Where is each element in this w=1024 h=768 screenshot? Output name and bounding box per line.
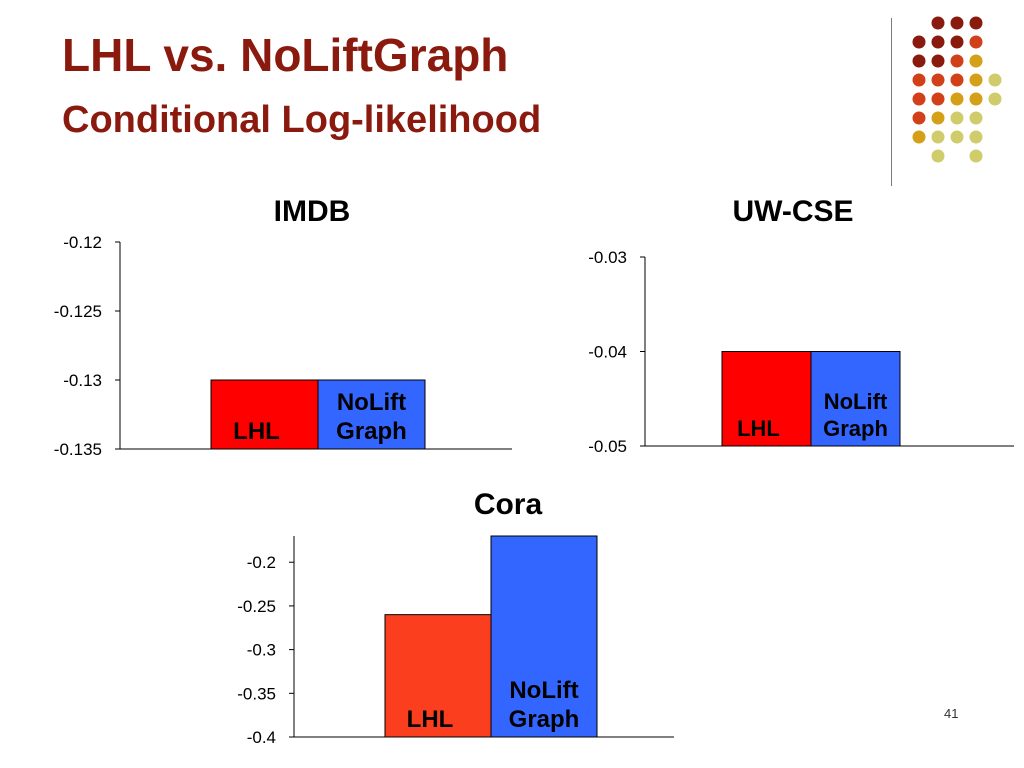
decor-dot: [988, 92, 1002, 106]
decor-divider: [891, 18, 892, 186]
decor-dot: [950, 35, 964, 49]
page-number: 41: [944, 706, 959, 721]
cora-bar-noliftgraph: [490, 535, 598, 738]
decor-dot: [950, 54, 964, 68]
decor-dot: [969, 35, 983, 49]
decor-dot: [969, 16, 983, 30]
decor-dot: [931, 16, 945, 30]
uwcse-y-tick-label: -0.03: [588, 248, 627, 267]
uwcse-bar-lhl: [721, 351, 812, 447]
cora-bar-label-noliftgraph: Graph: [509, 706, 580, 733]
cora-y-tick-label: -0.4: [247, 728, 276, 747]
cora-y-tick-label: -0.25: [237, 597, 276, 616]
cora-bar-label-lhl: LHL: [407, 706, 454, 733]
uwcse-y-tick-label: -0.04: [588, 343, 627, 362]
decor-dot: [931, 35, 945, 49]
slide-title: LHL vs. NoLiftGraph: [62, 29, 509, 81]
decor-dot: [950, 130, 964, 144]
slide-subtitle: Conditional Log-likelihood: [62, 99, 542, 141]
decor-dot: [969, 54, 983, 68]
decor-dot: [912, 73, 926, 87]
uwcse-bar-noliftgraph: [810, 351, 901, 447]
cora-y-tick-label: -0.35: [237, 684, 276, 703]
uwcse-bar-label-lhl: LHL: [737, 416, 780, 441]
imdb-y-tick-label: -0.12: [63, 233, 102, 252]
imdb-bar-noliftgraph: [317, 379, 426, 450]
decor-dot: [931, 92, 945, 106]
decor-dot: [950, 92, 964, 106]
decor-dot: [912, 111, 926, 125]
imdb-chart-title: IMDB: [274, 195, 351, 228]
decor-dot: [912, 92, 926, 106]
imdb-y-tick-label: -0.135: [54, 440, 102, 459]
decor-dot: [931, 73, 945, 87]
imdb-bar-label-noliftgraph: NoLift: [337, 389, 406, 416]
decor-dot: [969, 149, 983, 163]
uwcse-y-tick-label: -0.05: [588, 437, 627, 456]
decor-dot: [950, 16, 964, 30]
decor-dot: [931, 54, 945, 68]
decor-dot: [969, 92, 983, 106]
cora-chart-title: Cora: [474, 488, 543, 521]
decor-dot: [912, 130, 926, 144]
uwcse-chart-title: UW-CSE: [732, 195, 853, 228]
decor-dot: [912, 54, 926, 68]
decor-dot: [988, 73, 1002, 87]
imdb-y-tick-label: -0.13: [63, 371, 102, 390]
uwcse-bar-label-noliftgraph: NoLift: [824, 389, 888, 414]
cora-y-tick-label: -0.2: [247, 553, 276, 572]
decor-dot-grid: [912, 16, 1002, 163]
uwcse-bar-label-noliftgraph: Graph: [823, 416, 888, 441]
imdb-bar-label-lhl: LHL: [233, 418, 280, 445]
decor-dot: [931, 130, 945, 144]
cora-bar-label-noliftgraph: NoLift: [509, 677, 578, 704]
decor-dot: [931, 149, 945, 163]
decor-dot: [969, 111, 983, 125]
decor-dot: [912, 35, 926, 49]
imdb-bar-lhl: [210, 379, 319, 450]
imdb-bar-label-noliftgraph: Graph: [336, 418, 407, 445]
cora-y-tick-label: -0.3: [247, 641, 276, 660]
decor-dot: [950, 73, 964, 87]
imdb-y-tick-label: -0.125: [54, 302, 102, 321]
decor-dot: [969, 130, 983, 144]
decor-dot: [931, 111, 945, 125]
decor-dot: [950, 111, 964, 125]
decor-dot: [969, 73, 983, 87]
